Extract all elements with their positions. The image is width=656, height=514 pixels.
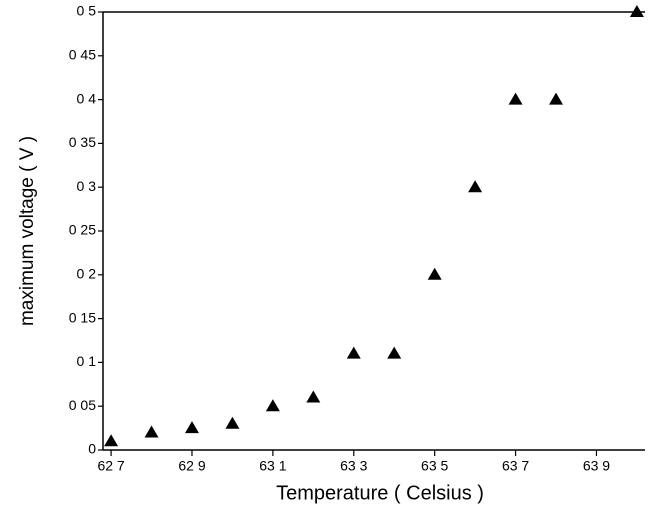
y-tick-label: 0 25 [69, 222, 96, 238]
marker [265, 399, 280, 412]
marker [346, 346, 361, 359]
x-tick-label: 63 7 [502, 458, 529, 474]
marker [387, 346, 402, 359]
x-axis-label: Temperature ( Celsius ) [276, 482, 484, 504]
x-tick-label: 62 9 [178, 458, 205, 474]
y-tick-label: 0 35 [69, 134, 96, 150]
marker [468, 180, 483, 193]
x-tick-label: 62 7 [97, 458, 124, 474]
x-tick-label: 63 1 [259, 458, 286, 474]
y-tick-label: 0 45 [69, 47, 96, 63]
y-tick-label: 0 [88, 441, 96, 457]
marker [427, 267, 442, 280]
marker [549, 92, 564, 105]
marker [225, 416, 240, 429]
x-tick-label: 63 5 [421, 458, 448, 474]
y-tick-label: 0 1 [77, 353, 97, 369]
marker [508, 92, 523, 105]
y-tick-label: 0 15 [69, 309, 96, 325]
y-tick-label: 0 2 [77, 266, 97, 282]
y-tick-label: 0 4 [77, 90, 97, 106]
y-axis-label: maximum voltage ( V ) [17, 136, 38, 326]
x-tick-label: 63 3 [340, 458, 367, 474]
marker [144, 425, 159, 438]
marker [629, 5, 644, 17]
marker [184, 421, 199, 434]
y-tick-label: 0 05 [69, 397, 96, 413]
marker [104, 434, 119, 447]
x-tick-label: 63 9 [583, 458, 610, 474]
y-tick-label: 0 5 [77, 3, 97, 19]
marker [306, 390, 321, 403]
y-tick-label: 0 3 [77, 178, 97, 194]
